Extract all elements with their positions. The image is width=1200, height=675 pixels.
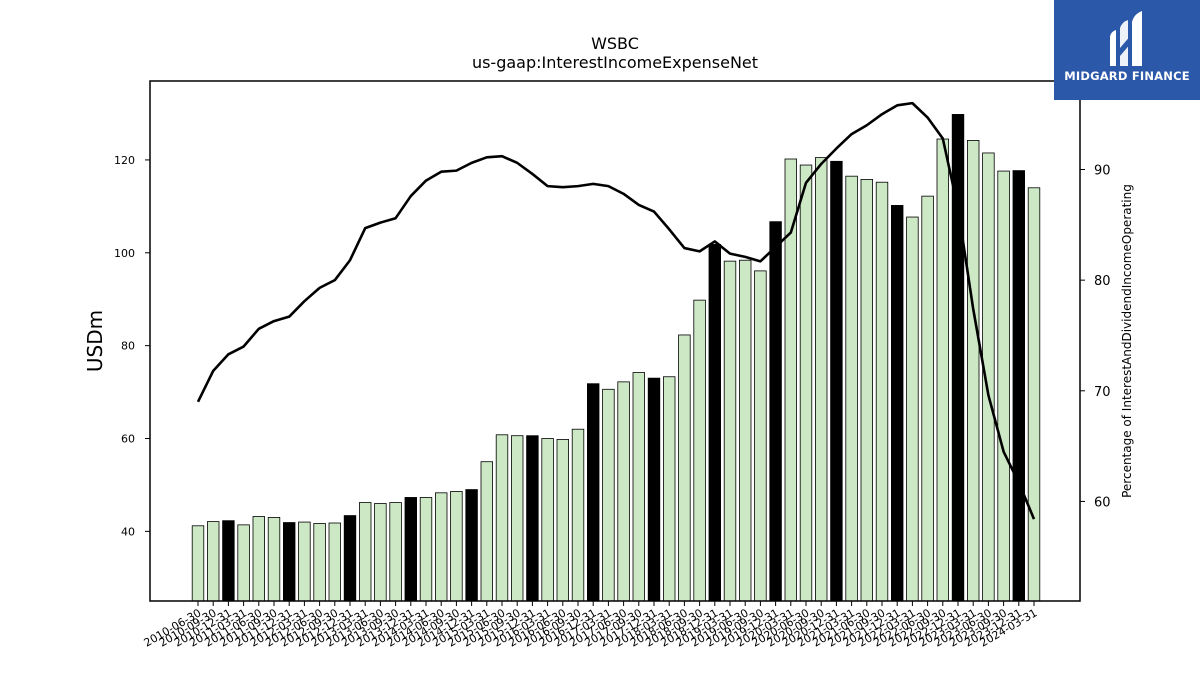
bar [465, 489, 478, 602]
bar [845, 175, 858, 602]
bar [997, 170, 1010, 602]
bar [1012, 170, 1026, 602]
chart-title: WSBC [591, 34, 639, 53]
bar [678, 334, 691, 602]
bar [860, 179, 874, 602]
y-tick-label: 40 [121, 525, 135, 538]
plot-frame [149, 80, 1081, 602]
bar [891, 205, 904, 602]
bar [647, 377, 661, 602]
bar [526, 435, 539, 602]
bar [739, 259, 752, 602]
axes-layer: 406080100120607080902010-06-302010-09-30… [114, 154, 1111, 650]
bar [799, 164, 813, 602]
bar [784, 158, 798, 602]
bar [617, 381, 630, 602]
bar [602, 388, 615, 602]
logo-text: MIDGARD FINANCE [1064, 69, 1190, 83]
bar [830, 160, 843, 602]
bar [754, 270, 767, 602]
bar [480, 461, 494, 602]
y-tick-label: 60 [121, 433, 135, 446]
y2-tick-label: 90 [1094, 164, 1111, 179]
midgard-finance-logo: MIDGARD FINANCE [1054, 0, 1200, 100]
bar [450, 491, 463, 602]
y2-axis-label: Percentage of InterestAndDividendIncomeO… [1120, 184, 1134, 498]
bar [967, 140, 980, 602]
bar [389, 502, 402, 602]
bar [541, 438, 554, 602]
y2-tick-label: 80 [1094, 274, 1111, 289]
bar [298, 521, 311, 602]
line-layer [196, 101, 1036, 520]
bar [723, 260, 737, 602]
bar [343, 515, 357, 602]
bar [222, 520, 235, 602]
bar [556, 439, 570, 602]
bar [936, 138, 950, 602]
bar [313, 523, 326, 602]
y-tick-label: 100 [114, 247, 135, 260]
bar [252, 516, 266, 602]
bar [921, 195, 934, 602]
bar [495, 434, 509, 602]
logo-mark-icon [1110, 11, 1142, 66]
bar [693, 299, 706, 602]
y-tick-label: 120 [114, 154, 135, 167]
bar [906, 216, 919, 602]
bar [404, 497, 418, 602]
y2-tick-label: 60 [1094, 495, 1111, 510]
bar [587, 383, 600, 602]
bar [374, 503, 387, 602]
bar [510, 435, 524, 602]
bar [328, 522, 342, 602]
bar [358, 502, 372, 602]
bar [1027, 187, 1041, 602]
bar [237, 524, 250, 602]
y-tick-label: 80 [121, 340, 135, 353]
bar [632, 372, 646, 602]
series-line [196, 101, 1036, 520]
bar [282, 522, 296, 602]
bar [434, 492, 448, 602]
bar [267, 517, 281, 602]
y2-tick-label: 70 [1094, 385, 1111, 400]
bar [708, 244, 722, 602]
bar-layer [191, 114, 1041, 602]
bar [191, 525, 205, 602]
bar [419, 497, 433, 602]
bar [206, 521, 220, 602]
bar [663, 376, 676, 602]
bar [815, 157, 828, 602]
chart-subtitle: us-gaap:InterestIncomeExpenseNet [472, 53, 758, 72]
bar [875, 181, 889, 602]
y-axis-label: USDm [83, 310, 107, 372]
bar [571, 428, 585, 602]
bar [769, 221, 782, 602]
